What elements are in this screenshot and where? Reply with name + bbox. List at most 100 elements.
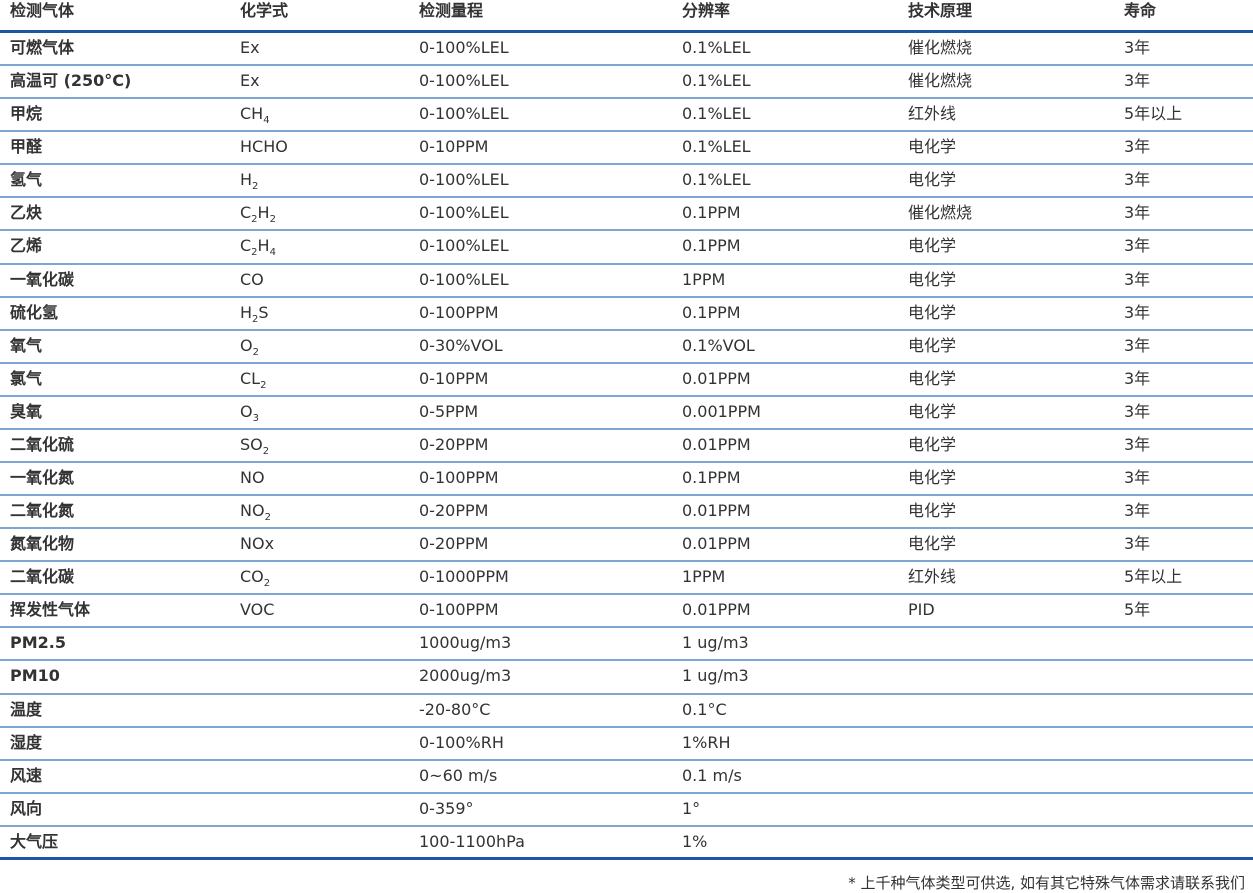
life-cell: 3年 [1124, 71, 1151, 91]
range-cell: 100-1100hPa [419, 831, 525, 851]
gas-cell: 甲烷 [10, 104, 43, 124]
principle-cell: 电化学 [908, 501, 957, 521]
principle-cell: 红外线 [908, 104, 957, 124]
resolution-cell: 0.1PPM [682, 203, 741, 223]
table-row: 大气压 100-1100hPa 1% [0, 827, 1253, 860]
table-row: 风速 0~60 m/s 0.1 m/s [0, 761, 1253, 794]
gas-cell: 甲醛 [10, 137, 43, 157]
range-cell: -20-80°C [419, 699, 491, 719]
table-row: PM10 2000ug/m3 1 ug/m3 [0, 661, 1253, 695]
resolution-cell: 0.01PPM [682, 534, 751, 554]
range-cell: 0-5PPM [419, 401, 479, 421]
principle-cell: 催化燃烧 [908, 71, 973, 91]
resolution-cell: 0.1%LEL [682, 137, 751, 157]
formula-cell: HCHO [240, 137, 288, 157]
table-row: 风向 0-359° 1° [0, 794, 1253, 827]
table-body: 可燃气体 Ex 0-100%LEL 0.1%LEL 催化燃烧 3年 高温可 (250°C) E… [0, 33, 1253, 860]
life-cell: 3年 [1124, 501, 1151, 521]
principle-cell: 电化学 [908, 236, 957, 256]
principle-cell: 电化学 [908, 335, 957, 355]
range-cell: 0-100%LEL [419, 170, 509, 190]
resolution-cell: 0.1%VOL [682, 335, 755, 355]
gas-cell: 臭氧 [10, 401, 43, 421]
table-row: 一氧化碳 CO 0-100%LEL 1PPM 电化学 3年 [0, 265, 1253, 298]
resolution-cell: 0.1%LEL [682, 38, 751, 57]
range-cell: 0-100%LEL [419, 269, 509, 289]
range-cell: 0-100PPM [419, 468, 499, 488]
gas-cell: 硫化氢 [10, 302, 59, 322]
header-gas: 检测气体 [10, 1, 75, 20]
formula-cell: O3 [240, 401, 259, 424]
range-cell: 0-30%VOL [419, 335, 503, 355]
table-header: 检测气体 化学式 检测量程 分辨率 技术原理 寿命 [0, 0, 1253, 33]
formula-cell: NO2 [240, 501, 271, 524]
gas-cell: 一氧化氮 [10, 468, 75, 488]
formula-cell: CL2 [240, 368, 267, 391]
resolution-cell: 0.001PPM [682, 401, 761, 421]
life-cell: 3年 [1124, 368, 1151, 388]
formula-cell: C2H4 [240, 236, 276, 259]
gas-cell: 可燃气体 [10, 38, 75, 57]
gas-cell: 风向 [10, 798, 43, 818]
life-cell: 3年 [1124, 203, 1151, 223]
gas-cell: 二氧化氮 [10, 501, 75, 521]
table-row: 高温可 (250°C) Ex 0-100%LEL 0.1%LEL 催化燃烧 3年 [0, 66, 1253, 100]
header-principle: 技术原理 [908, 1, 973, 20]
life-cell: 3年 [1124, 170, 1151, 190]
gas-cell: 高温可 (250°C) [10, 71, 132, 91]
gas-cell: 湿度 [10, 732, 43, 752]
resolution-cell: 1%RH [682, 732, 731, 752]
formula-cell: CO2 [240, 567, 271, 590]
formula-cell: H2 [240, 170, 259, 193]
principle-cell: 电化学 [908, 269, 957, 289]
resolution-cell: 1 ug/m3 [682, 633, 749, 653]
table-row: 氮氧化物 NOx 0-20PPM 0.01PPM 电化学 3年 [0, 529, 1253, 563]
gas-cell: 氧气 [10, 335, 43, 355]
table-row: 臭氧 O3 0-5PPM 0.001PPM 电化学 3年 [0, 397, 1253, 430]
gas-cell: 氮氧化物 [10, 534, 75, 554]
header-formula: 化学式 [240, 1, 289, 20]
resolution-cell: 1° [682, 798, 701, 818]
range-cell: 0-100%RH [419, 732, 504, 752]
resolution-cell: 0.1%LEL [682, 71, 751, 91]
gas-cell: 一氧化碳 [10, 269, 75, 289]
table-row: 硫化氢 H2S 0-100PPM 0.1PPM 电化学 3年 [0, 298, 1253, 331]
table-row: 甲醛 HCHO 0-10PPM 0.1%LEL 电化学 3年 [0, 132, 1253, 166]
table-row: 二氧化碳 CO2 0-1000PPM 1PPM 红外线 5年以上 [0, 562, 1253, 596]
gas-cell: 二氧化碳 [10, 567, 75, 587]
resolution-cell: 0.1PPM [682, 302, 741, 322]
table-row: PM2.5 1000ug/m3 1 ug/m3 [0, 628, 1253, 662]
resolution-cell: 0.01PPM [682, 434, 751, 454]
resolution-cell: 1PPM [682, 269, 726, 289]
life-cell: 3年 [1124, 236, 1151, 256]
resolution-cell: 0.1°C [682, 699, 727, 719]
formula-cell: NO [240, 468, 265, 488]
table-row: 乙炔 C2H2 0-100%LEL 0.1PPM 催化燃烧 3年 [0, 198, 1253, 232]
table-row: 一氧化氮 NO 0-100PPM 0.1PPM 电化学 3年 [0, 463, 1253, 497]
table-row: 湿度 0-100%RH 1%RH [0, 728, 1253, 761]
life-cell: 3年 [1124, 137, 1151, 157]
resolution-cell: 0.01PPM [682, 368, 751, 388]
gas-cell: 风速 [10, 765, 43, 785]
principle-cell: 电化学 [908, 302, 957, 322]
range-cell: 0-20PPM [419, 434, 489, 454]
life-cell: 3年 [1124, 534, 1151, 554]
principle-cell: 催化燃烧 [908, 38, 973, 57]
principle-cell: 电化学 [908, 137, 957, 157]
gas-cell: PM10 [10, 666, 60, 686]
principle-cell: PID [908, 600, 935, 620]
formula-cell: C2H2 [240, 203, 276, 226]
formula-cell: VOC [240, 600, 275, 620]
range-cell: 0-100PPM [419, 302, 499, 322]
gas-cell: 大气压 [10, 831, 59, 851]
header-range: 检测量程 [419, 1, 484, 20]
principle-cell: 红外线 [908, 567, 957, 587]
table-row: 氯气 CL2 0-10PPM 0.01PPM 电化学 3年 [0, 364, 1253, 397]
table-row: 氢气 H2 0-100%LEL 0.1%LEL 电化学 3年 [0, 165, 1253, 199]
table-row: 甲烷 CH4 0-100%LEL 0.1%LEL 红外线 5年以上 [0, 99, 1253, 133]
formula-cell: SO2 [240, 434, 270, 457]
life-cell: 3年 [1124, 38, 1151, 57]
table-row: 氧气 O2 0-30%VOL 0.1%VOL 电化学 3年 [0, 331, 1253, 364]
formula-cell: O2 [240, 335, 259, 358]
gas-cell: PM2.5 [10, 633, 66, 653]
